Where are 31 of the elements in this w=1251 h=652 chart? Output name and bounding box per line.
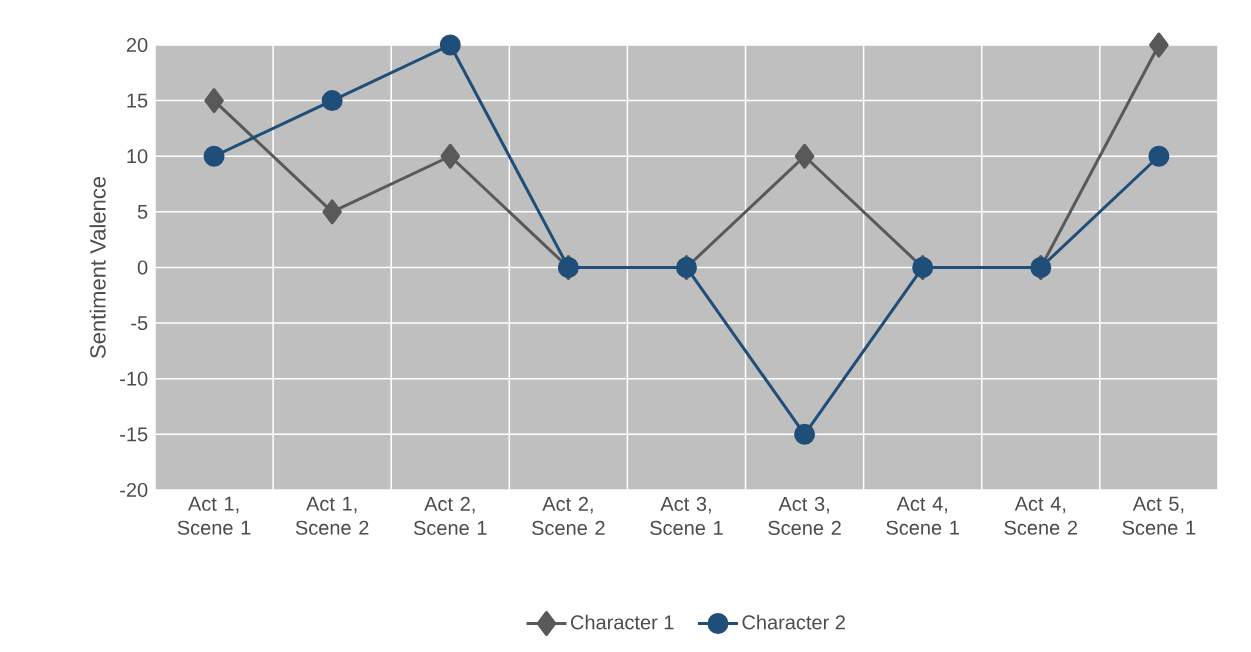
x-tick-label: Act 3, Scene 2 [768,496,841,536]
legend-label: Character 2 [742,614,845,630]
point [440,143,461,169]
point [204,88,224,114]
y-tick-label: -10 [120,371,148,386]
x-tick-label: Act 5, Scene 1 [1122,496,1196,535]
x-tick-label: Act 2, Scene 2 [532,496,605,536]
legend-label: Character 1 [571,614,674,630]
x-tick-label: Act 2, Scene 1 [413,496,487,536]
y-tick-label: -15 [120,427,148,442]
x-tick-label: Act 3, Scene 1 [650,496,723,536]
y-tick-label: 15 [127,93,148,108]
point [794,143,815,169]
x-tick-label: Act 4, Scene 2 [1004,496,1078,535]
y-tick-label: 10 [127,149,148,164]
y-tick-label: 20 [126,37,148,53]
y-tick-label: 5 [137,204,148,219]
point [439,34,461,56]
x-tick-label: Act 1, Scene 1 [177,496,251,535]
point [1149,32,1169,58]
point [321,90,343,112]
y-axis-title: Sentiment Valence [89,176,106,359]
x-tick-label: Act 1, Scene 2 [295,496,369,535]
y-tick-label: -20 [120,482,148,498]
point [322,199,342,225]
point [794,423,816,445]
point [203,145,225,167]
point [1148,145,1170,167]
x-tick-label: Act 4, Scene 1 [886,496,959,535]
y-tick-label: -5 [131,316,148,331]
y-tick-label: 0 [137,260,148,275]
